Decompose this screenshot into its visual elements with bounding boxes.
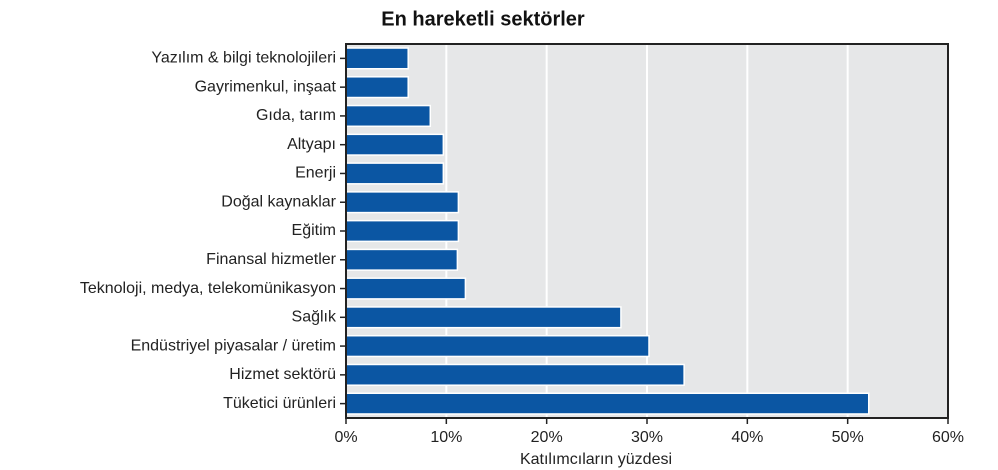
x-tick-label: 30% <box>631 429 663 446</box>
x-tick-label: 60% <box>932 429 964 446</box>
x-tick-label: 40% <box>731 429 763 446</box>
y-tick-label: Hizmet sektörü <box>229 366 336 383</box>
bar <box>345 76 409 99</box>
chart-title: En hareketli sektörler <box>381 8 585 30</box>
bar <box>345 277 467 300</box>
y-tick-label: Gıda, tarım <box>256 107 336 124</box>
y-tick-label: Tüketici ürünleri <box>223 395 336 412</box>
x-tick-label: 20% <box>531 429 563 446</box>
x-axis-label: Katılımcıların yüzdesi <box>520 451 672 468</box>
y-tick-label: Doğal kaynaklar <box>221 193 336 210</box>
bar <box>345 248 459 271</box>
plot-border <box>345 43 949 419</box>
bar <box>345 392 870 415</box>
y-tick-label: Enerji <box>295 165 336 182</box>
y-tick-label: Sağlık <box>292 309 337 326</box>
bar <box>345 363 685 386</box>
bar <box>345 133 445 156</box>
y-tick-label: Altyapı <box>287 136 336 153</box>
bar <box>345 162 445 185</box>
y-tick-label: Yazılım & bilgi teknolojileri <box>151 50 336 67</box>
bar <box>345 334 650 358</box>
y-tick-label: Endüstriyel piyasalar / üretim <box>131 337 336 354</box>
bar <box>345 219 460 243</box>
bar <box>345 104 432 128</box>
y-tick-label: Gayrimenkul, inşaat <box>195 78 337 95</box>
y-tick-label: Teknoloji, medya, telekomünikasyon <box>80 280 336 297</box>
x-tick-label: 10% <box>430 429 462 446</box>
x-tick-label: 50% <box>832 429 864 446</box>
bar <box>345 47 409 70</box>
bar <box>345 191 460 214</box>
y-tick-label: Finansal hizmetler <box>206 251 337 268</box>
y-tick-label: Eğitim <box>292 222 336 239</box>
x-tick-label: 0% <box>334 429 357 446</box>
bar <box>345 306 622 329</box>
